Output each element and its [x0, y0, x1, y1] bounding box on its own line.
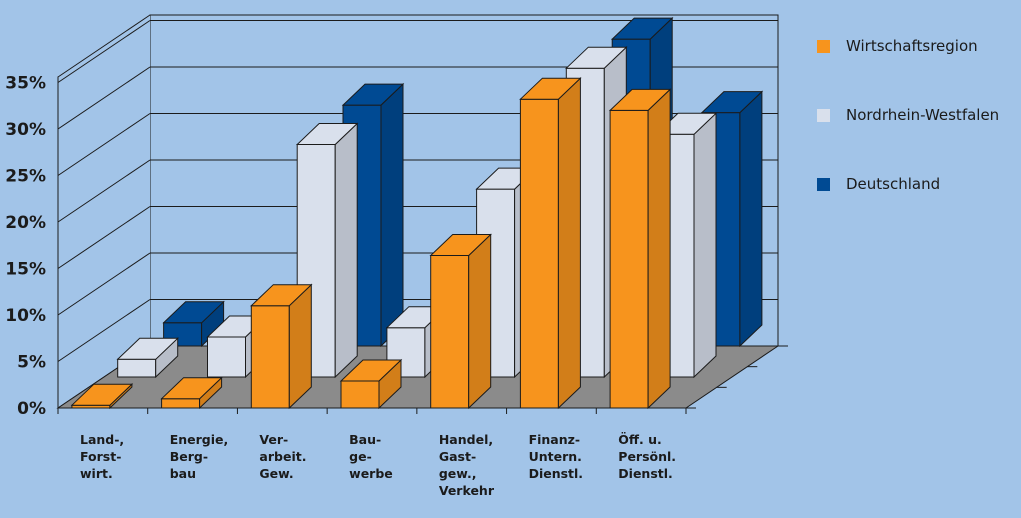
bar-front — [430, 255, 470, 409]
legend-swatch — [817, 40, 830, 53]
bar-top — [610, 17, 674, 40]
x-tick-label: Handel, Gast-gew., Verkehr — [439, 432, 495, 498]
bar-top — [70, 383, 134, 406]
bar-front — [117, 358, 157, 378]
gridline-side — [57, 206, 151, 269]
bar — [608, 88, 672, 410]
gridline-side — [57, 20, 151, 83]
bar — [116, 337, 179, 379]
x-tick-label: Ver-arbeit. Gew. — [259, 432, 306, 481]
bar-front — [340, 380, 380, 409]
gridline-side — [57, 113, 151, 176]
bar-side — [739, 90, 763, 348]
bar — [162, 300, 225, 348]
bar-side — [647, 88, 671, 410]
bar-top — [519, 77, 582, 100]
gridline-side — [57, 159, 151, 223]
y-tick-label: 10% — [5, 306, 46, 326]
legend-label: Wirtschaftsregion — [846, 37, 978, 55]
bar-top — [162, 301, 225, 324]
legend-swatch — [817, 109, 830, 122]
x-tick-label: Land-, Forst-wirt. — [80, 432, 124, 481]
legend-swatch — [817, 178, 830, 191]
bar-top — [429, 234, 492, 256]
gridline-side — [57, 299, 151, 362]
bar-top — [700, 91, 764, 114]
bar — [70, 383, 134, 410]
bars — [70, 16, 764, 410]
bar-top — [339, 359, 403, 382]
x-axis-ticks: Land-, Forst-wirt. Energie, Berg-bau Ver-arb… — [80, 432, 676, 498]
bar-top — [608, 88, 672, 111]
bar — [519, 77, 582, 410]
bar-top — [565, 46, 628, 69]
y-axis-ticks: 0% 5% 10% 15% 20% 25% 30% 35% — [5, 74, 46, 420]
bar-side — [334, 122, 358, 379]
x-tick-label: Finanz-Untern. Dienstl. — [529, 432, 584, 481]
legend: Wirtschaftsregion Nordrhein-Westfalen Deut… — [817, 37, 999, 193]
bar-front — [207, 336, 246, 378]
bar-front — [609, 109, 649, 409]
bar — [160, 376, 223, 410]
y-tick-label: 20% — [5, 213, 46, 233]
bar-top — [160, 377, 223, 400]
y-tick-label: 30% — [5, 120, 46, 140]
bar-top — [295, 123, 359, 145]
legend-label: Nordrhein-Westfalen — [846, 106, 999, 124]
x-tick-label: Bau-ge-werbe — [349, 432, 393, 481]
bar-front — [519, 98, 559, 409]
bar-top — [116, 337, 179, 360]
y-tick-label: 5% — [17, 353, 46, 373]
bar-top — [250, 284, 313, 307]
gridline-side — [57, 66, 151, 130]
bar-side — [380, 82, 404, 348]
bar-front — [250, 305, 290, 409]
bar — [339, 358, 403, 410]
x-tick-label: Energie, Berg-bau — [170, 432, 229, 481]
gridline-side — [57, 252, 151, 316]
y-tick-label: 15% — [5, 260, 46, 280]
y-tick-label: 25% — [5, 167, 46, 187]
bar-top — [654, 112, 718, 135]
side-top-edge — [57, 14, 151, 78]
bar-side — [557, 77, 581, 410]
bar — [250, 283, 313, 410]
y-tick-label: 0% — [17, 399, 46, 419]
legend-label: Deutschland — [846, 175, 940, 193]
bar-front — [161, 398, 201, 409]
bar-side — [693, 112, 717, 379]
bar-top — [341, 83, 405, 106]
bar-side — [468, 233, 492, 410]
x-tick-label: Öff. u. Persönl. Dienstl. — [618, 432, 676, 481]
bar — [429, 233, 492, 410]
y-tick-label: 35% — [5, 74, 46, 94]
